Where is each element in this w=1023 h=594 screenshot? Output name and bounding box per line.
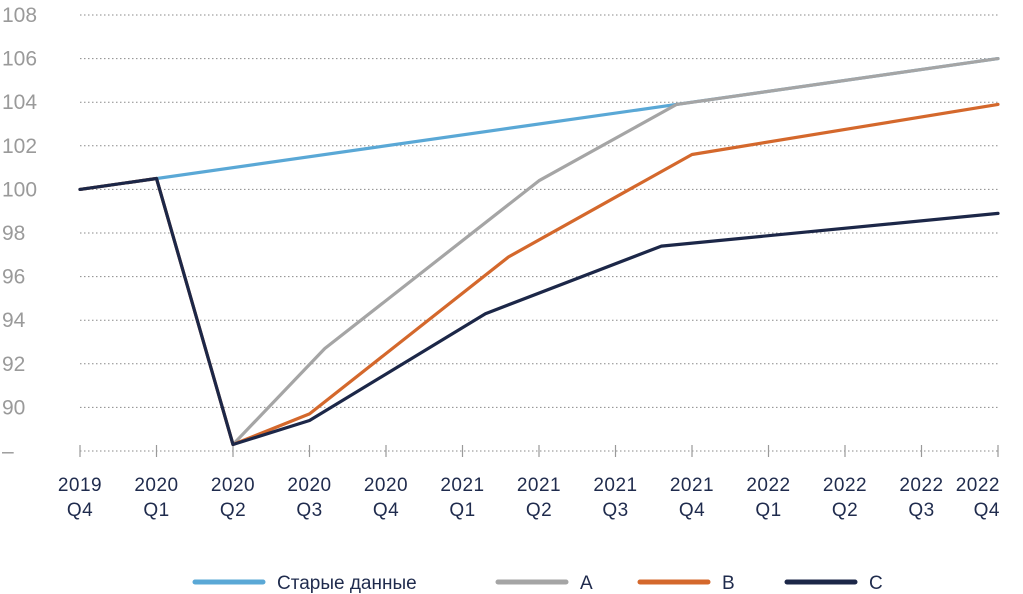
x-tick-quarter: Q4 — [974, 500, 1000, 521]
y-tick-label: 90 — [2, 396, 25, 419]
legend-label: Старые данные — [277, 573, 417, 594]
x-tick-quarter: Q4 — [373, 500, 399, 521]
x-tick-quarter: Q2 — [526, 500, 552, 521]
y-tick-label: – — [2, 440, 14, 463]
x-tick-year: 2021 — [440, 475, 484, 496]
y-tick-label: 98 — [2, 222, 25, 245]
x-tick-quarter: Q1 — [755, 500, 781, 521]
x-tick-quarter: Q3 — [296, 500, 322, 521]
x-tick-quarter: Q3 — [908, 500, 934, 521]
y-tick-label: 102 — [2, 135, 37, 158]
y-tick-label: 106 — [2, 48, 37, 71]
x-tick-quarter: Q4 — [67, 500, 93, 521]
x-tick-year: 2020 — [364, 475, 408, 496]
x-tick-year: 2021 — [593, 475, 637, 496]
series-line-3 — [78, 176, 1000, 447]
y-tick-label: 108 — [2, 4, 37, 27]
y-tick-label: 92 — [2, 353, 25, 376]
x-tick-quarter: Q2 — [832, 500, 858, 521]
gridlines — [80, 14, 998, 408]
x-axis: 2019 Q4 2020 Q1 2020 Q2 2020 Q3 2020 Q4 2021 Q1 2021… — [58, 445, 1000, 521]
x-tick-quarter: Q1 — [143, 500, 169, 521]
y-tick-label: 94 — [2, 309, 26, 332]
x-tick-quarter: Q2 — [220, 500, 246, 521]
y-tick-label: 104 — [2, 91, 37, 114]
x-tick-quarter: Q1 — [449, 500, 475, 521]
y-tick-label: 100 — [2, 178, 37, 201]
legend-label: B — [722, 573, 735, 594]
y-tick-label: 96 — [2, 266, 25, 289]
x-tick-quarter: Q3 — [602, 500, 628, 521]
x-tick-quarter: Q4 — [679, 500, 705, 521]
series-lines — [78, 56, 1000, 447]
y-axis: 108 106 104 102 100 98 96 94 92 90 – — [2, 4, 37, 463]
x-tick-year: 2021 — [517, 475, 561, 496]
legend-label: A — [580, 573, 593, 594]
legend: Старые данные A B C — [192, 573, 883, 594]
x-tick-year: 2019 — [58, 475, 102, 496]
x-tick-year: 2020 — [211, 475, 255, 496]
x-tick-year: 2022 — [823, 475, 867, 496]
legend-label: C — [869, 573, 883, 594]
x-tick-year: 2022 — [956, 475, 1000, 496]
x-tick-year: 2022 — [746, 475, 790, 496]
x-tick-year: 2020 — [134, 475, 178, 496]
x-tick-year: 2021 — [670, 475, 714, 496]
x-tick-year: 2022 — [899, 475, 943, 496]
x-tick-year: 2020 — [287, 475, 331, 496]
